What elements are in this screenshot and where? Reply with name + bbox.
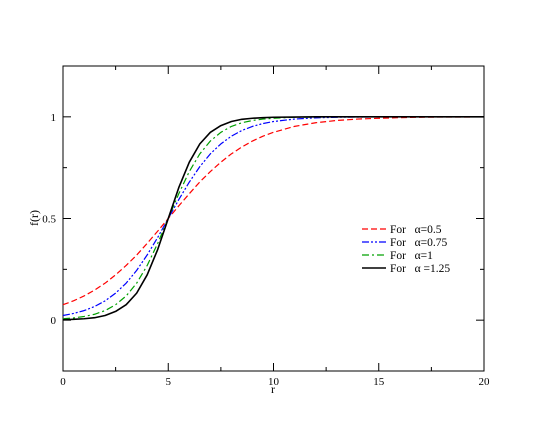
x-tick-label: 15	[373, 376, 385, 388]
plot-frame	[62, 65, 485, 372]
legend-label-1: For α=0.5	[390, 224, 442, 236]
y-axis-ticks: 00.51	[42, 65, 484, 372]
x-axis-ticks: 0 5 10 15 20	[60, 66, 490, 388]
y-tick-label: 0	[51, 315, 57, 327]
y-tick-label: 1	[51, 112, 57, 124]
legend-label-4: For α =1.25	[390, 263, 450, 275]
y-tick-label: 0.5	[42, 214, 56, 226]
y-axis-label: f(r)	[27, 210, 41, 226]
series-line-1	[62, 116, 485, 306]
x-tick-label: 5	[166, 376, 172, 388]
x-tick-label: 0	[60, 376, 66, 388]
series-line-3	[62, 116, 484, 320]
series-line-4	[62, 116, 484, 321]
x-tick-label: 10	[268, 376, 280, 388]
series-line-2	[62, 116, 484, 317]
series-lines	[62, 116, 485, 321]
legend-label-3: For α=1	[390, 250, 433, 262]
x-tick-label: 20	[479, 376, 491, 388]
legend-label-2: For α=0.75	[390, 237, 447, 249]
x-axis-label: r	[271, 382, 275, 396]
